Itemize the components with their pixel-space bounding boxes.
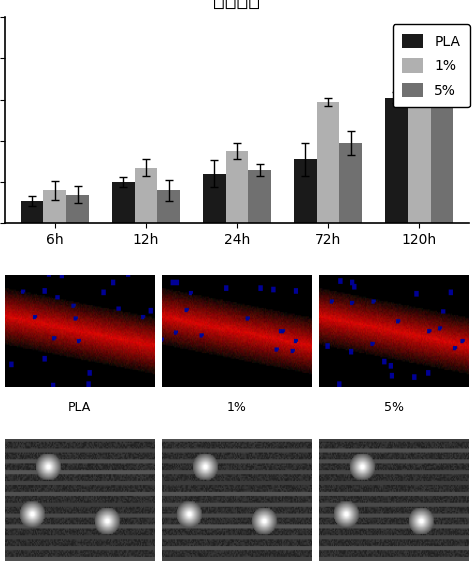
Text: 1%: 1% [227,401,247,414]
Bar [66,194,89,224]
Bar [294,160,317,224]
Legend: PLA, 1%, 5%: PLA, 1%, 5% [392,24,470,108]
Bar [203,174,226,224]
Bar [112,182,135,224]
Bar [226,151,248,224]
Bar [385,98,408,224]
Bar [248,170,271,224]
Bar [157,190,180,224]
Title: 粘附增殖: 粘附增殖 [213,0,261,10]
Bar [430,83,453,224]
Text: PLA: PLA [68,401,91,414]
Bar [339,143,362,224]
Bar [44,190,66,224]
Bar [21,201,44,224]
Bar [135,168,157,224]
Bar [408,81,430,224]
Bar [317,102,339,224]
Text: 5%: 5% [384,401,404,414]
